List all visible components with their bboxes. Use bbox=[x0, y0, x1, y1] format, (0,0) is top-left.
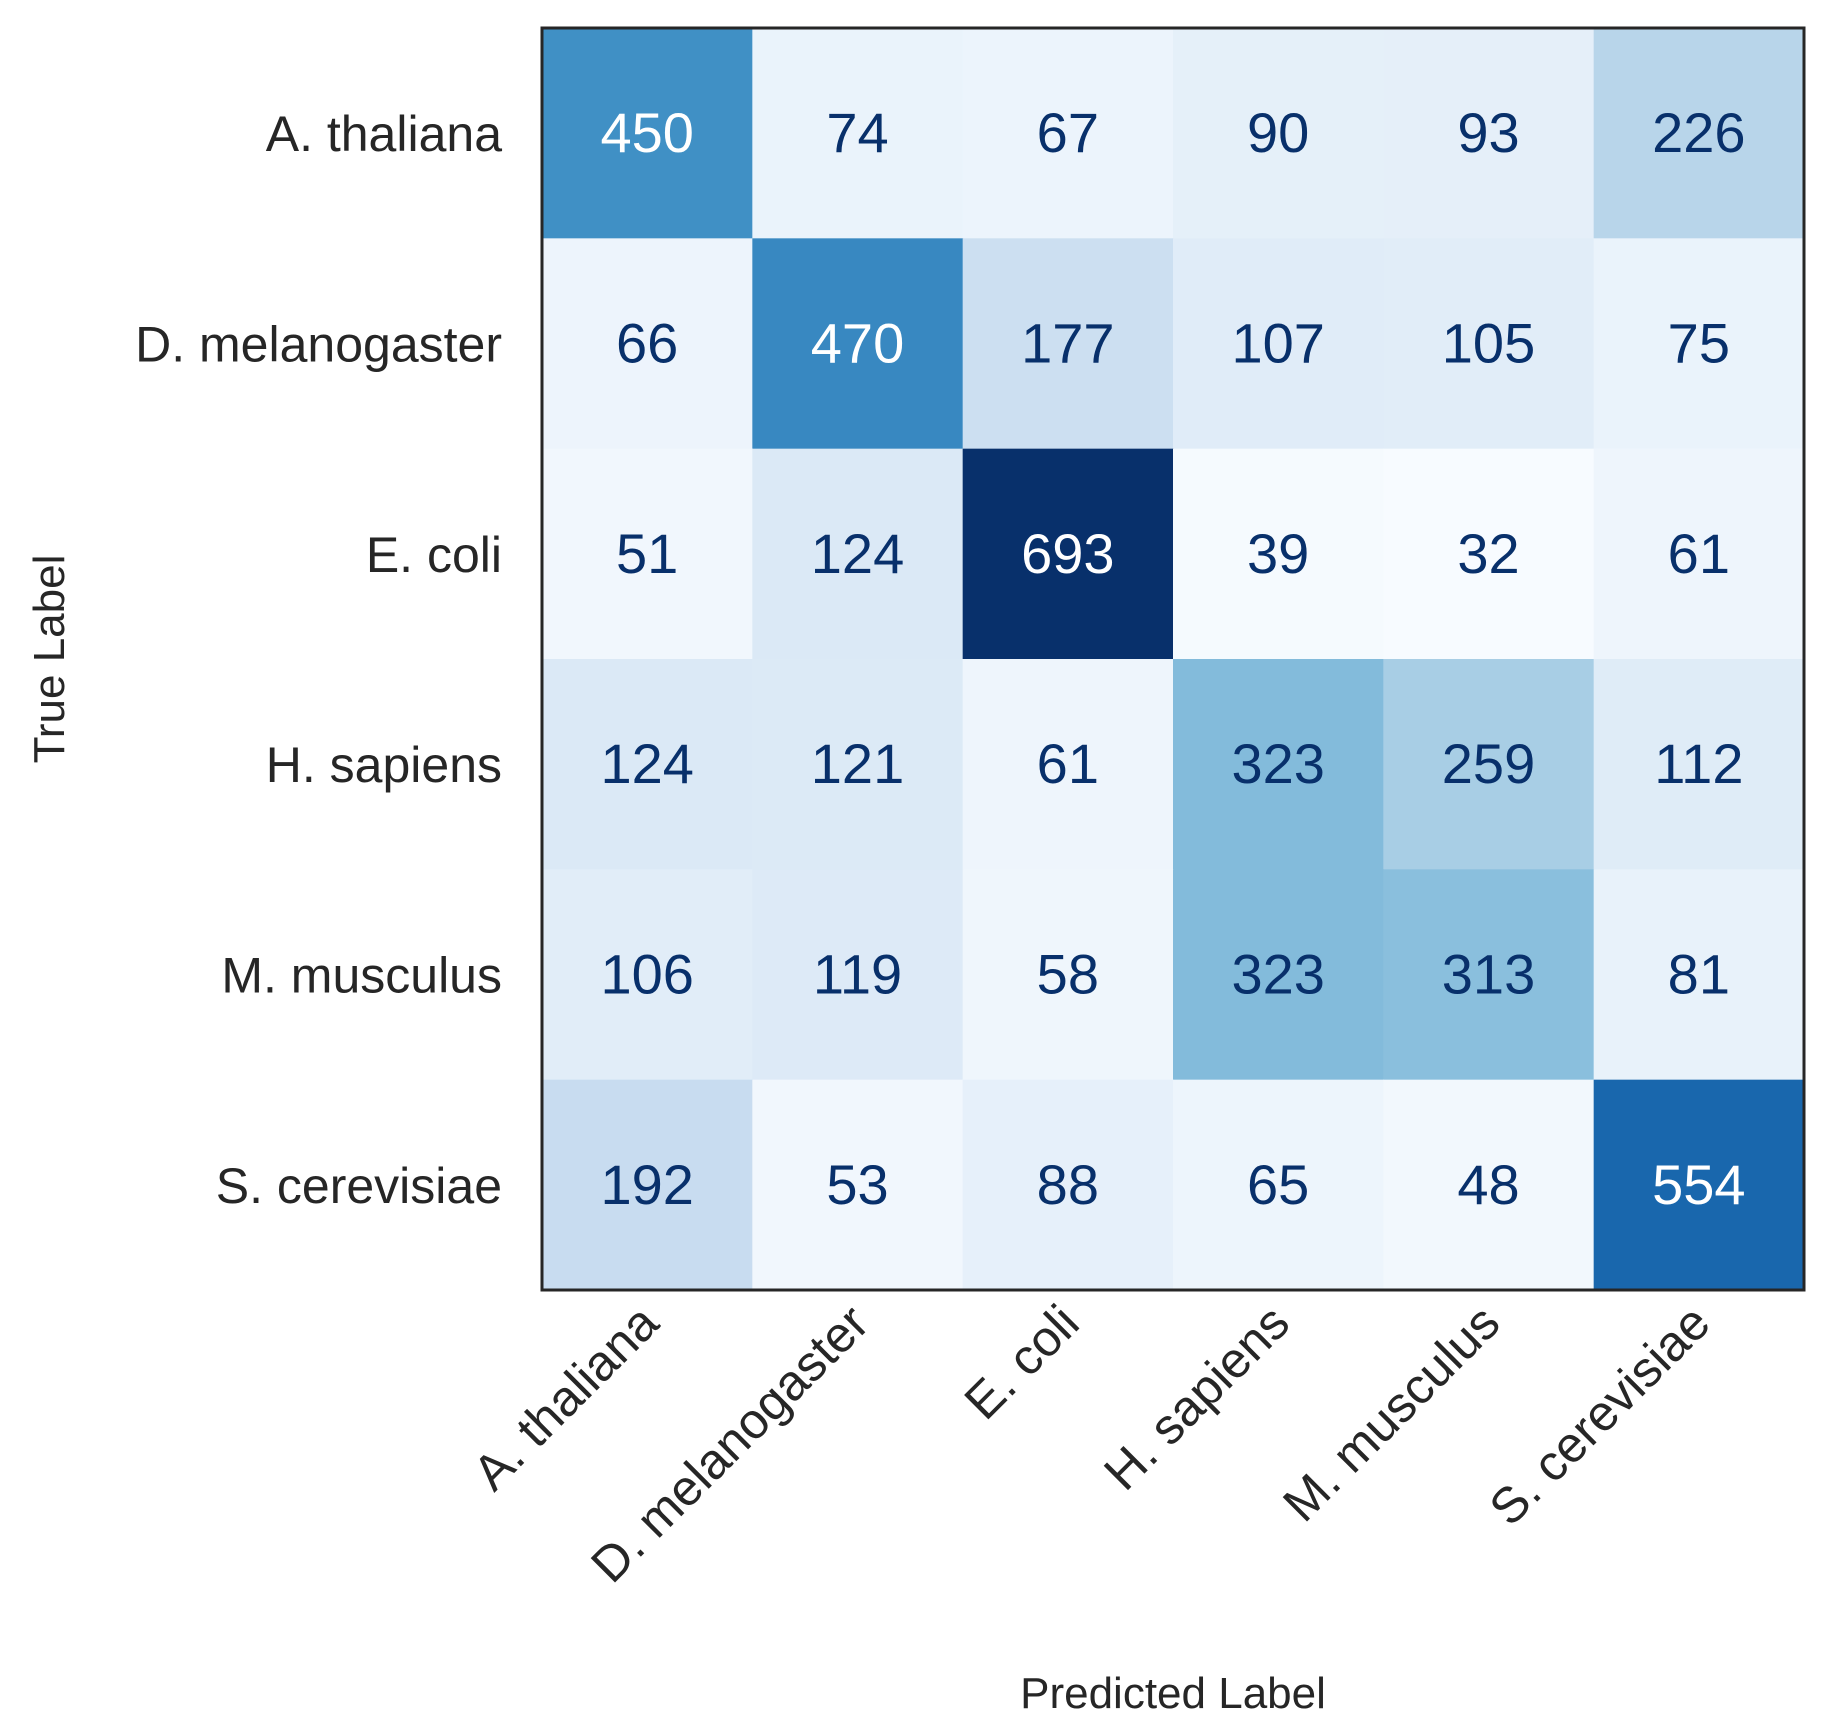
y-axis-label: True Label bbox=[25, 555, 74, 764]
heatmap-cell bbox=[752, 659, 964, 870]
cell-value-label: 58 bbox=[1037, 943, 1099, 1006]
heatmap-cell bbox=[542, 1079, 753, 1291]
cell-value-label: 61 bbox=[1668, 522, 1730, 585]
plot-frame bbox=[540, 26, 1806, 1292]
cell-annotations: 450 74 67 90 93 226 66 470 177 107 105 75 51 124 693 39… bbox=[600, 101, 1745, 1216]
y-tick-label: S. cerevisiae bbox=[216, 1158, 502, 1214]
cell-value-label: 88 bbox=[1037, 1153, 1099, 1216]
cell-value-label: 51 bbox=[616, 522, 678, 585]
cell-value-label: 39 bbox=[1247, 522, 1309, 585]
heatmap-cell bbox=[1173, 1079, 1384, 1291]
heatmap-cell bbox=[1173, 238, 1384, 450]
cell-value-label: 53 bbox=[826, 1153, 888, 1216]
cell-value-label: 554 bbox=[1652, 1153, 1745, 1216]
cell-value-label: 177 bbox=[1021, 312, 1114, 375]
heatmap-cell bbox=[1383, 1079, 1595, 1291]
cell-value-label: 74 bbox=[826, 101, 888, 164]
x-tick-label: A. thaliana bbox=[462, 1294, 669, 1501]
cell-value-label: 90 bbox=[1247, 101, 1309, 164]
cell-value-label: 450 bbox=[600, 101, 693, 164]
cell-value-label: 124 bbox=[600, 732, 693, 795]
heatmap-cell bbox=[542, 448, 753, 660]
heatmap-cell bbox=[1383, 448, 1595, 660]
y-tick-label: M. musculus bbox=[221, 948, 502, 1004]
cell-value-label: 119 bbox=[813, 943, 902, 1006]
cell-value-label: 61 bbox=[1037, 732, 1099, 795]
heatmap-cell bbox=[962, 659, 1174, 870]
cell-value-label: 48 bbox=[1457, 1153, 1519, 1216]
heatmap-cell bbox=[962, 1079, 1174, 1291]
cell-value-label: 124 bbox=[811, 522, 904, 585]
heatmap-cell bbox=[1593, 1079, 1805, 1291]
heatmap-cell bbox=[752, 448, 964, 660]
x-tick-label: M. musculus bbox=[1272, 1294, 1510, 1532]
cell-value-label: 67 bbox=[1037, 101, 1099, 164]
heatmap-cell bbox=[542, 869, 753, 1081]
x-tick-label: S. cerevisiae bbox=[1479, 1294, 1721, 1536]
cell-value-label: 323 bbox=[1231, 943, 1324, 1006]
cell-value-label: 32 bbox=[1457, 522, 1519, 585]
heatmap-cell bbox=[1383, 869, 1595, 1081]
cell-value-label: 313 bbox=[1442, 943, 1535, 1006]
cell-value-label: 192 bbox=[600, 1153, 693, 1216]
heatmap-cell bbox=[1173, 448, 1384, 660]
heatmap-cell bbox=[752, 28, 964, 239]
y-tick-label: E. coli bbox=[366, 527, 502, 583]
heatmap-cell bbox=[542, 28, 753, 239]
y-tick-label: A. thaliana bbox=[266, 106, 502, 162]
cell-value-label: 121 bbox=[811, 732, 904, 795]
y-tick-label: H. sapiens bbox=[266, 737, 502, 793]
heatmap-cell bbox=[1173, 28, 1384, 239]
heatmap-cell bbox=[752, 238, 964, 450]
heatmap-cell bbox=[1173, 869, 1384, 1081]
heatmap-cell bbox=[962, 238, 1174, 450]
heatmap-cell bbox=[752, 869, 964, 1081]
heatmap-cell bbox=[542, 238, 753, 450]
heatmap-cell bbox=[1593, 659, 1805, 870]
x-tick-label: H. sapiens bbox=[1093, 1294, 1300, 1501]
heatmap-cell bbox=[1593, 28, 1805, 239]
heatmap-cell bbox=[542, 659, 753, 870]
cell-value-label: 226 bbox=[1652, 101, 1745, 164]
cell-value-label: 470 bbox=[811, 312, 904, 375]
cell-value-label: 105 bbox=[1442, 312, 1535, 375]
cell-value-label: 66 bbox=[616, 312, 678, 375]
heatmap-cell bbox=[1383, 659, 1595, 870]
heatmap-cell bbox=[752, 1079, 964, 1291]
cell-value-label: 112 bbox=[1654, 732, 1743, 795]
cell-value-label: 107 bbox=[1231, 312, 1324, 375]
cell-value-label: 65 bbox=[1247, 1153, 1309, 1216]
y-tick-labels: A. thaliana D. melanogaster E. coli H. sapi… bbox=[135, 106, 502, 1214]
heatmap-cells bbox=[542, 28, 1805, 1291]
heatmap-cell bbox=[1383, 238, 1595, 450]
cell-value-label: 81 bbox=[1668, 943, 1730, 1006]
heatmap-cell bbox=[1383, 28, 1595, 239]
heatmap-cell bbox=[962, 869, 1174, 1081]
y-tick-label: D. melanogaster bbox=[135, 317, 502, 373]
cell-value-label: 75 bbox=[1668, 312, 1730, 375]
x-tick-label: E. coli bbox=[954, 1294, 1090, 1430]
heatmap-cell bbox=[1593, 238, 1805, 450]
cell-value-label: 93 bbox=[1457, 101, 1519, 164]
cell-value-label: 323 bbox=[1231, 732, 1324, 795]
cell-value-label: 106 bbox=[600, 943, 693, 1006]
heatmap-cell bbox=[1593, 869, 1805, 1081]
cell-value-label: 693 bbox=[1021, 522, 1114, 585]
cell-value-label: 259 bbox=[1442, 732, 1535, 795]
heatmap-cell bbox=[962, 28, 1174, 239]
x-axis-label: Predicted Label bbox=[1020, 1669, 1326, 1718]
heatmap-cell bbox=[1593, 448, 1805, 660]
heatmap-cell bbox=[1173, 659, 1384, 870]
heatmap-cell bbox=[962, 448, 1174, 660]
